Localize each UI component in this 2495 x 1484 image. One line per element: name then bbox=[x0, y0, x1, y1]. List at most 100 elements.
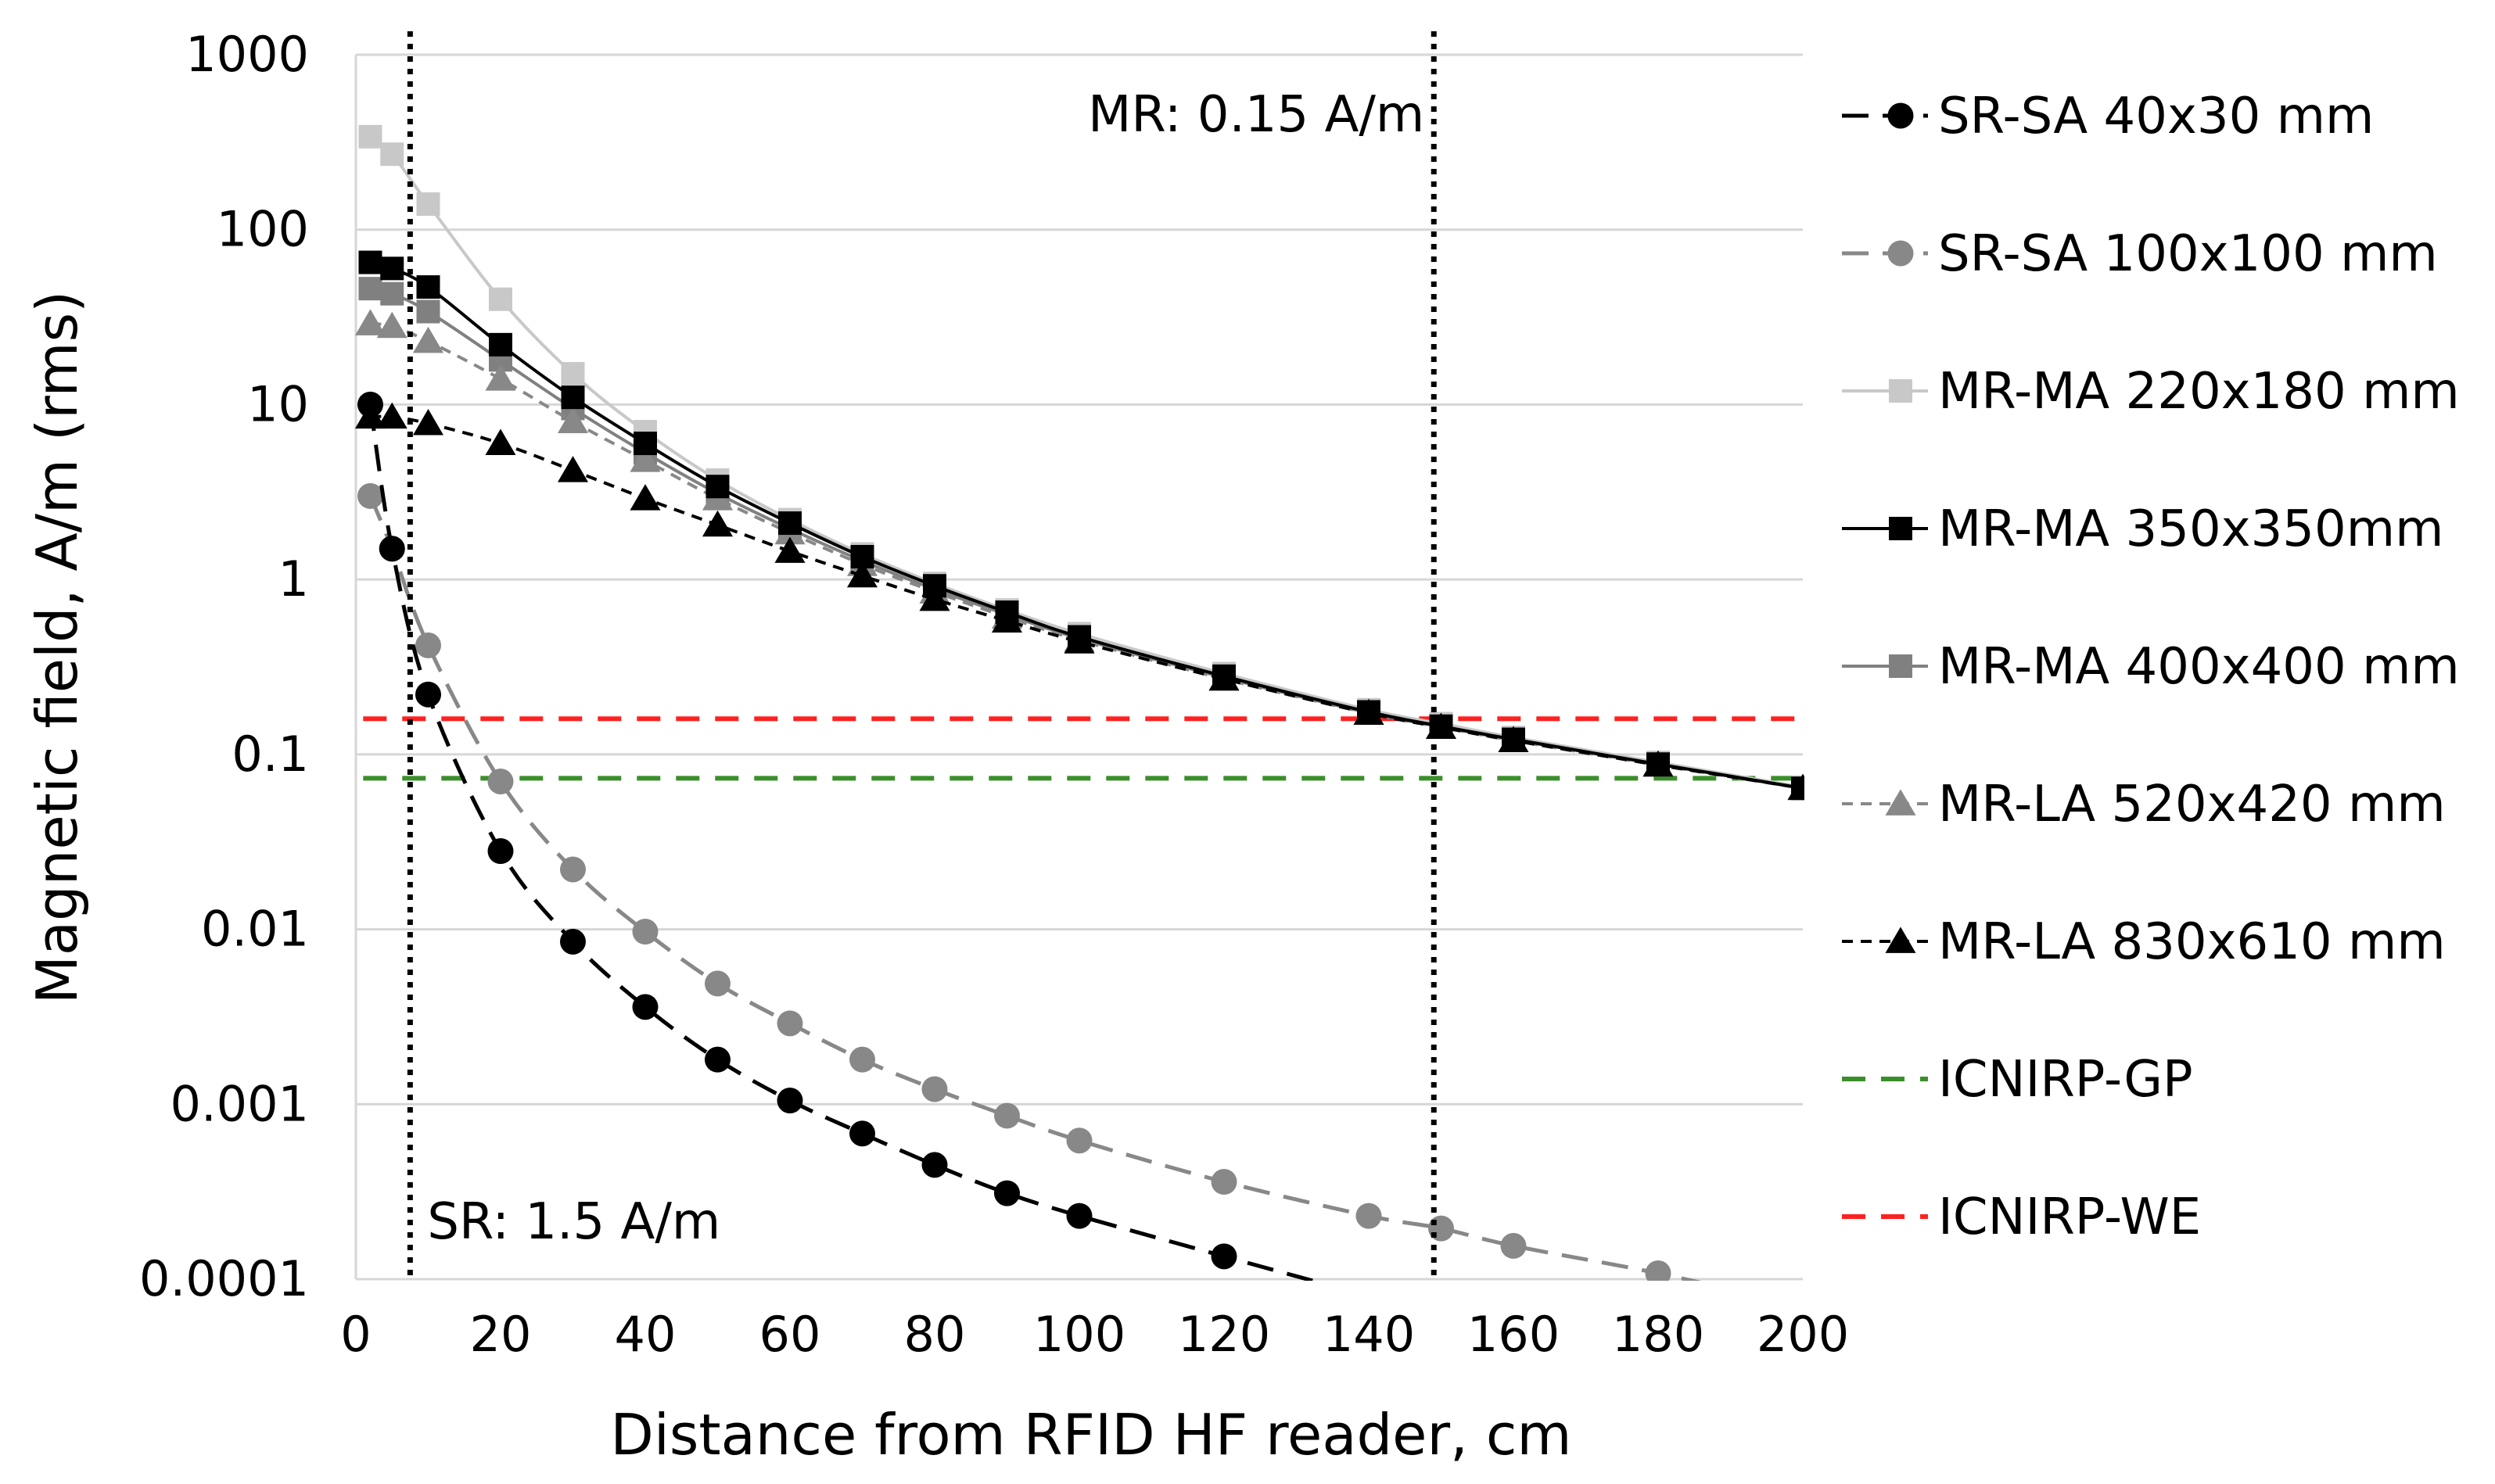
data-point bbox=[561, 385, 585, 410]
legend: SR-SA 40x30 mm SR-SA 100x100 mm MR-MA 220x… bbox=[1842, 88, 2460, 1246]
data-point bbox=[412, 408, 444, 436]
x-tick-label: 80 bbox=[904, 1306, 966, 1363]
data-point bbox=[358, 250, 382, 274]
data-point bbox=[380, 142, 404, 167]
legend-swatch-marker bbox=[1885, 789, 1916, 815]
y-tick-label: 0.0001 bbox=[139, 1250, 309, 1307]
y-tick-labels: 0.0001 0.001 0.01 0.1 1 10 100 1000 bbox=[139, 26, 309, 1307]
data-point bbox=[416, 275, 440, 299]
data-point bbox=[1211, 1169, 1237, 1195]
y-tick-label: 0.01 bbox=[201, 901, 309, 958]
data-point bbox=[1500, 1232, 1527, 1259]
data-point bbox=[380, 281, 404, 306]
x-tick-label: 140 bbox=[1323, 1306, 1415, 1363]
x-tick-label: 60 bbox=[759, 1306, 821, 1363]
legend-swatch-marker bbox=[1887, 240, 1914, 267]
data-point bbox=[1208, 664, 1240, 691]
legend-label: MR-LA 520x420 mm bbox=[1938, 776, 2446, 833]
data-point bbox=[777, 1088, 803, 1114]
x-tick-label: 160 bbox=[1467, 1306, 1560, 1363]
legend-item-mr-la-830x610-mm: MR-LA 830x610 mm bbox=[1842, 913, 2446, 971]
series-line bbox=[369, 260, 1804, 790]
data-point bbox=[702, 510, 734, 537]
data-point bbox=[412, 326, 444, 353]
legend-item-mr-ma-350x350mm: MR-MA 350x350mm bbox=[1842, 500, 2443, 558]
data-point bbox=[994, 1102, 1020, 1129]
data-point bbox=[632, 994, 659, 1020]
y-tick-label: 1 bbox=[278, 550, 309, 608]
legend-label: MR-MA 220x180 mm bbox=[1938, 363, 2460, 421]
data-point bbox=[415, 681, 441, 708]
x-axis-title: Distance from RFID HF reader, cm bbox=[610, 1402, 1571, 1468]
data-point bbox=[991, 606, 1023, 633]
series-line bbox=[368, 404, 1320, 1281]
data-point bbox=[560, 856, 586, 883]
data-point bbox=[380, 256, 404, 281]
legend-item-mr-ma-400x400-mm: MR-MA 400x400 mm bbox=[1842, 638, 2460, 696]
data-point bbox=[561, 362, 585, 386]
series-mr-ma-400x400-mm bbox=[358, 277, 1804, 801]
data-point bbox=[994, 1180, 1020, 1206]
data-point bbox=[1353, 698, 1384, 726]
data-point bbox=[557, 456, 589, 482]
legend-swatch-marker bbox=[1885, 927, 1916, 953]
legend-item-sr-sa-100x100-mm: SR-SA 100x100 mm bbox=[1842, 225, 2438, 283]
legend-label: MR-MA 350x350mm bbox=[1938, 500, 2443, 558]
data-point bbox=[921, 1152, 948, 1178]
data-point bbox=[485, 428, 516, 455]
legend-label: ICNIRP-WE bbox=[1938, 1188, 2201, 1246]
data-point bbox=[778, 511, 802, 536]
legend-label: MR-MA 400x400 mm bbox=[1938, 638, 2460, 696]
data-point bbox=[849, 1120, 875, 1147]
legend-label: MR-LA 830x610 mm bbox=[1938, 913, 2446, 971]
x-tick-label: 40 bbox=[615, 1306, 677, 1363]
data-point bbox=[358, 277, 382, 301]
series-line bbox=[368, 495, 1702, 1281]
y-tick-label: 0.001 bbox=[171, 1075, 310, 1132]
reference-lines: SR: 1.5 A/m MR: 0.15 A/m bbox=[407, 31, 1437, 1279]
legend-label: SR-SA 100x100 mm bbox=[1938, 225, 2438, 283]
x-tick-label: 20 bbox=[470, 1306, 532, 1363]
data-point bbox=[846, 561, 878, 588]
series-line bbox=[370, 287, 1804, 790]
data-point bbox=[1355, 1203, 1382, 1229]
ref-label-mr: MR: 0.15 A/m bbox=[1088, 86, 1424, 144]
legend-swatch-marker bbox=[1887, 102, 1914, 129]
data-point bbox=[777, 1010, 803, 1037]
data-point bbox=[358, 124, 382, 149]
data-point bbox=[416, 192, 440, 217]
x-tick-label: 0 bbox=[340, 1306, 371, 1363]
data-point bbox=[560, 928, 586, 955]
data-point bbox=[357, 482, 383, 509]
legend-item-sr-sa-40x30-mm: SR-SA 40x30 mm bbox=[1842, 88, 2374, 145]
legend-swatch-marker bbox=[1889, 379, 1912, 403]
ref-label-sr: SR: 1.5 A/m bbox=[427, 1193, 720, 1251]
data-point bbox=[1066, 1203, 1093, 1229]
data-point bbox=[1642, 750, 1674, 777]
data-point bbox=[489, 332, 512, 357]
data-point bbox=[1645, 1260, 1671, 1281]
x-tick-labels: 0 20 40 60 80 100 120 140 160 180 200 bbox=[340, 1306, 1849, 1363]
data-point bbox=[354, 309, 386, 335]
x-tick-label: 200 bbox=[1757, 1306, 1849, 1363]
legend-item-icnirp-gp: ICNIRP-GP bbox=[1842, 1051, 2193, 1109]
y-tick-label: 100 bbox=[217, 201, 309, 258]
data-point bbox=[487, 769, 514, 795]
data-point bbox=[416, 299, 440, 324]
series-sr-sa-40x30-mm bbox=[357, 391, 1320, 1281]
data-point bbox=[557, 407, 589, 433]
legend-label: SR-SA 40x30 mm bbox=[1938, 88, 2374, 145]
x-tick-label: 120 bbox=[1178, 1306, 1270, 1363]
data-point bbox=[630, 484, 661, 511]
series-layer bbox=[354, 124, 1804, 1281]
x-tick-label: 180 bbox=[1612, 1306, 1704, 1363]
legend-item-icnirp-we: ICNIRP-WE bbox=[1842, 1188, 2201, 1246]
data-point bbox=[489, 287, 512, 311]
data-point bbox=[376, 311, 407, 339]
data-point bbox=[919, 584, 950, 611]
legend-label: ICNIRP-GP bbox=[1938, 1051, 2193, 1109]
data-point bbox=[376, 402, 407, 429]
series-line bbox=[369, 135, 1804, 789]
data-point bbox=[774, 536, 806, 563]
